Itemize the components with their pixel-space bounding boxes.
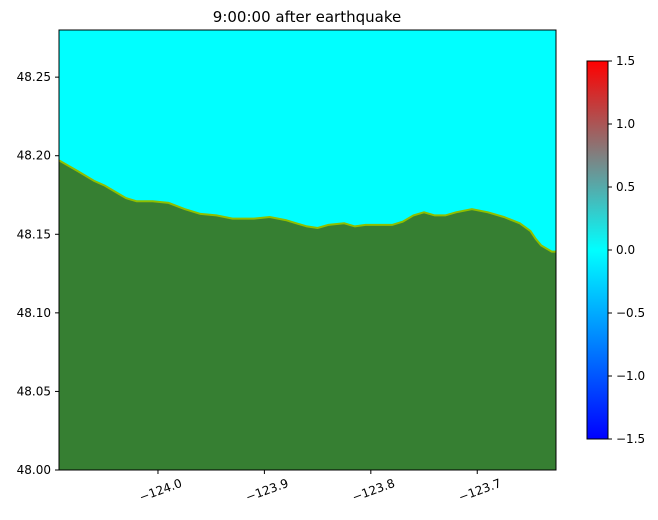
chart-title: 9:00:00 after earthquake (213, 8, 401, 26)
colorbar-gradient (587, 61, 608, 439)
x-tick-label: −123.7 (457, 476, 504, 504)
colorbar-tick-label: −0.5 (616, 306, 645, 320)
y-tick-label: 48.05 (17, 384, 51, 398)
y-tick-label: 48.25 (17, 70, 51, 84)
x-tick-label: −123.8 (350, 476, 397, 504)
y-tick-label: 48.00 (17, 463, 51, 477)
x-tick-label: −123.9 (244, 476, 291, 504)
y-tick-label: 48.15 (17, 227, 51, 241)
colorbar-tick-label: −1.5 (616, 432, 645, 446)
colorbar-tick-label: 1.5 (616, 54, 635, 68)
colorbar-ticks: 1.5 1.0 0.5 0.0 −0.5 −1.0 −1.5 (608, 54, 645, 446)
y-tick-label: 48.10 (17, 306, 51, 320)
land-mass (59, 160, 556, 470)
y-axis: 48.00 48.05 48.10 48.15 48.20 48.25 (17, 70, 59, 477)
x-axis: −124.0 −123.9 −123.8 −123.7 (137, 470, 503, 504)
colorbar-tick-label: −1.0 (616, 369, 645, 383)
colorbar-tick-label: 1.0 (616, 117, 635, 131)
x-tick-label: −124.0 (137, 476, 184, 504)
colorbar-tick-label: 0.5 (616, 180, 635, 194)
y-tick-label: 48.20 (17, 149, 51, 163)
plot-area (58, 29, 557, 471)
plot-frame (58, 29, 557, 471)
colorbar-tick-label: 0.0 (616, 243, 635, 257)
coastline (59, 159, 556, 253)
colorbar: 1.5 1.0 0.5 0.0 −0.5 −1.0 −1.5 (586, 54, 645, 446)
